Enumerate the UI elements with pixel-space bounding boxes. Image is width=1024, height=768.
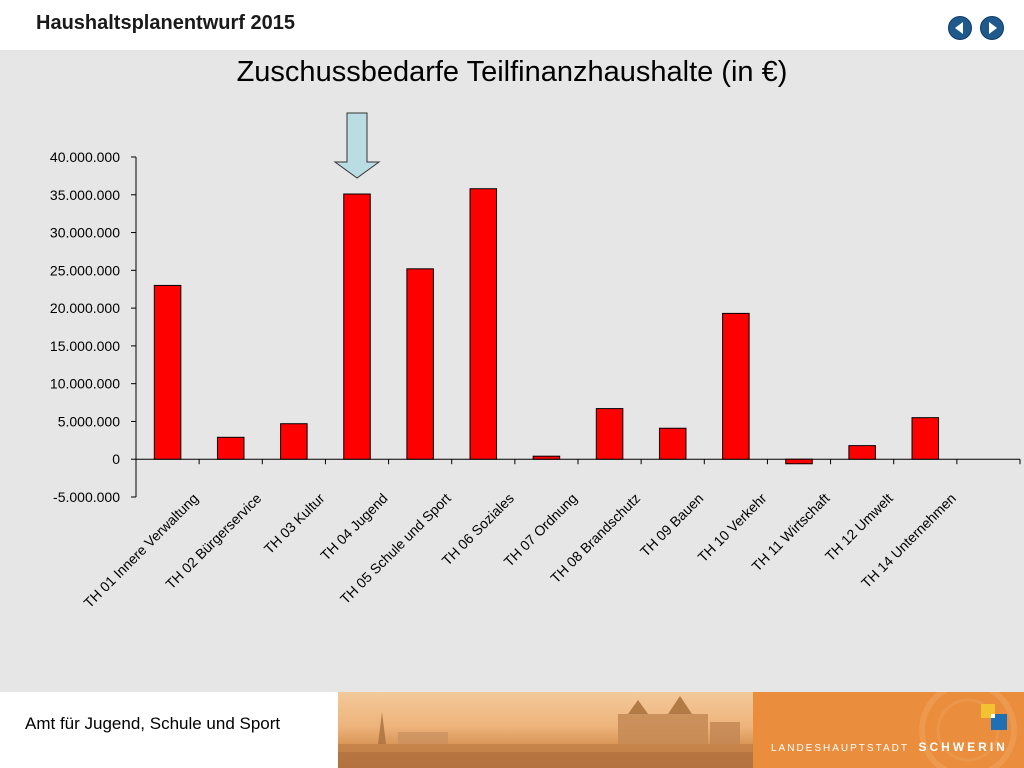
bar	[532, 455, 561, 460]
y-tick-label: 5.000.000	[58, 413, 120, 429]
x-tick-label: TH 03 Kultur	[261, 490, 328, 557]
bar	[595, 408, 624, 460]
bar	[911, 417, 940, 460]
header-bar: Haushaltsplanentwurf 2015	[0, 0, 1024, 50]
bar	[216, 436, 245, 460]
y-tick-label: 25.000.000	[50, 262, 120, 278]
bar	[406, 268, 434, 460]
y-tick-label: -5.000.000	[53, 489, 120, 505]
footer-bar: Amt für Jugend, Schule und Sport LANDESH…	[0, 692, 1024, 768]
bar	[280, 423, 308, 460]
y-tick-label: 0	[112, 451, 120, 467]
bar	[658, 427, 687, 460]
bar	[785, 458, 813, 465]
chart-title: Zuschussbedarfe Teilfinanzhaushalte (in …	[236, 56, 788, 88]
city-logo-icon	[981, 704, 1007, 730]
bar	[469, 188, 498, 460]
city-photo	[338, 692, 753, 768]
department-name: Amt für Jugend, Schule und Sport	[25, 714, 281, 733]
y-tick-label: 30.000.000	[50, 225, 120, 241]
y-tick-label: 40.000.000	[50, 149, 120, 165]
arrow-right-circle-icon	[989, 22, 997, 34]
bar	[722, 312, 750, 460]
y-tick-label: 10.000.000	[50, 376, 120, 392]
previous-slide-button[interactable]	[948, 16, 972, 40]
highlight-arrow	[333, 112, 381, 179]
city-wordmark: LANDESHAUPTSTADT SCHWERIN	[771, 740, 1008, 754]
next-slide-button[interactable]	[980, 16, 1004, 40]
y-tick-label: 15.000.000	[50, 338, 120, 354]
bar-chart: -5.000.000 0 5.000.000 10.000.000 15.000.000…	[50, 112, 1021, 611]
x-tick-label: TH 05 Schule und Sport	[337, 490, 454, 607]
city-branding: LANDESHAUPTSTADT SCHWERIN	[753, 692, 1024, 768]
y-tick-label: 35.000.000	[50, 187, 120, 203]
bar	[848, 445, 876, 460]
bar	[343, 193, 371, 460]
x-tick-label: TH 09 Bauen	[637, 490, 707, 560]
slide-area: Zuschussbedarfe Teilfinanzhaushalte (in …	[0, 50, 1024, 692]
y-tick-label: 20.000.000	[50, 300, 120, 316]
presentation-title: Haushaltsplanentwurf 2015	[36, 12, 295, 34]
bar	[153, 284, 182, 460]
arrow-left-circle-icon	[955, 22, 963, 34]
x-tick-label: TH 01 Innere Verwaltung	[80, 490, 201, 611]
